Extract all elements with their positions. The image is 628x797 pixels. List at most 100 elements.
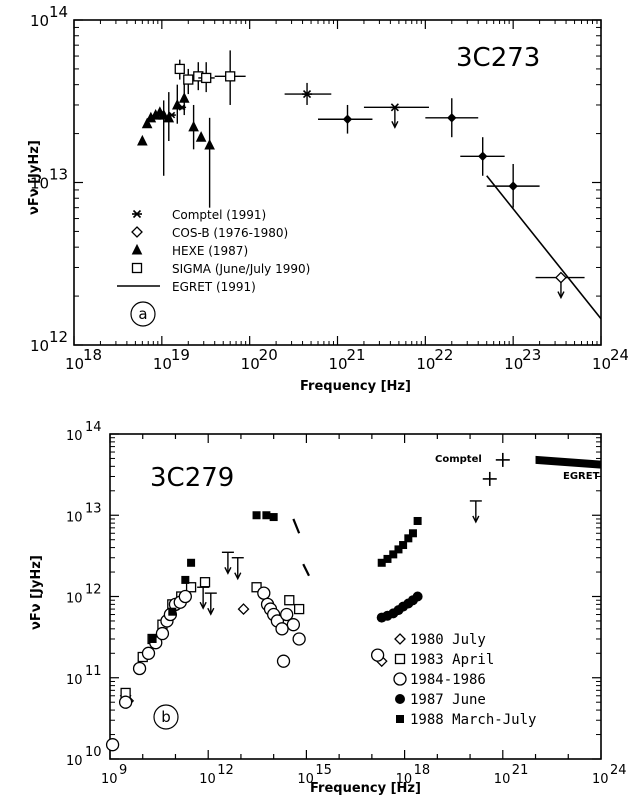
marker-filled-circle [395,694,405,704]
x-axis-label-a: Frequency [Hz] [300,379,411,394]
y-tick-label: 10 [66,673,83,688]
y-tick-label: 10 [30,12,49,30]
y-tick-label: 10 [66,429,83,444]
legend-label: 1980 July [410,632,486,648]
x-tick-label: 10 [101,772,118,787]
marker-filled-square [377,558,386,567]
marker-filled-square [399,541,408,550]
x-tick-label-exp: 24 [610,763,627,778]
legend-label: 1988 March-July [410,712,536,728]
x-tick-label: 10 [153,355,172,373]
legend-label: EGRET (1991) [172,280,256,294]
y-tick-label-exp: 14 [49,3,68,21]
marker-filled-square [262,511,271,520]
marker-square [284,595,295,606]
marker-upper-limit-arrow [472,515,480,524]
egret-line [486,175,602,320]
marker-square [201,72,212,84]
legend-a: Comptel (1991) COS-B (1976-1980) HEXE (198… [117,208,310,294]
marker-circle [257,586,271,600]
y-tick-label: 10 [66,510,83,525]
x-tick-label-exp: 24 [610,346,628,364]
x-tick-label-exp: 15 [315,763,332,778]
marker-upper-limit-arrow [199,601,207,610]
y-tick-label-exp: 10 [85,745,102,760]
marker-circle [132,661,147,676]
x-tick-label-exp: 12 [217,763,234,778]
ticks-b: 1091012101510181021102410101011101210131… [66,420,627,787]
marker-filled-square [396,715,404,723]
chart-title-b: 3C279 [150,463,234,493]
y-tick-label: 10 [30,337,49,355]
marker-circle [105,738,120,752]
marker-filled-square [148,634,157,643]
marker-filled-square [168,607,177,616]
marker-diamond-filled [508,181,518,191]
marker-circle [370,648,385,662]
marker-asterisk [132,209,142,219]
marker-filled-square [408,529,417,538]
panel-label-b: b [161,708,171,726]
marker-asterisk [168,111,176,119]
y-tick-label-exp: 13 [85,501,102,516]
x-tick-label-exp: 21 [512,763,529,778]
y-axis-label-b: νFν [JyHz] [29,555,44,630]
legend-label: SIGMA (June/July 1990) [172,262,310,276]
marker-triangle [188,120,199,132]
marker-filled-square [181,575,190,584]
marker-filled-square [269,513,278,522]
marks-b [105,452,601,752]
marks-a [137,50,602,320]
upper-limit-head [557,291,565,300]
marker-triangle [158,108,170,120]
marker-filled-square [187,558,196,567]
marker-filled-square [394,545,403,554]
marker-square [183,74,194,85]
marker-filled-square [389,550,398,559]
marker-square [199,577,211,588]
marker-asterisk [302,90,312,99]
y-tick-label-exp: 12 [49,328,68,346]
marker-circle [155,626,170,641]
panel-3c279: 1091012101510181021102410101011101210131… [29,420,627,796]
y-tick-label-exp: 14 [85,420,102,435]
marker-asterisk [178,103,186,111]
annotation-egret: EGRET [563,471,600,482]
marker-square [174,63,185,75]
annotation-comptel: Comptel [435,454,482,465]
marker-circle [275,622,289,636]
x-tick-label-exp: 20 [259,346,278,364]
x-tick-label: 10 [416,355,435,373]
marker-square [131,262,143,274]
x-axis-label-b: Frequency [Hz] [310,781,421,796]
marker-square [293,603,305,615]
x-tick-label: 10 [592,355,611,373]
y-tick-label: 10 [30,175,49,193]
legend-label: COS-B (1976-1980) [172,226,288,240]
marker-diamond [394,633,406,645]
y-tick-label-exp: 11 [85,664,102,679]
marker-upper-limit-arrow [224,566,232,575]
marker-circle [276,654,291,668]
marker-circle [280,607,294,622]
panel-label-circle-a [130,301,156,327]
marker-filled-square [413,516,422,525]
x-tick-label-exp: 22 [434,346,453,364]
marker-square [225,71,236,82]
x-tick-label-exp: 23 [522,346,541,364]
x-tick-label: 10 [241,355,260,373]
marker-asterisk [390,103,399,112]
marker-filled-circle [412,591,423,602]
marker-circle [393,672,407,686]
optical-stroke [302,563,310,577]
panel-label-circle-b [153,704,179,730]
marker-square [185,582,197,593]
marker-upper-limit-arrow [207,607,215,616]
marker-circle [118,695,133,709]
egret-band [535,455,601,469]
y-tick-label: 10 [66,592,83,607]
marker-triangle [141,117,153,129]
